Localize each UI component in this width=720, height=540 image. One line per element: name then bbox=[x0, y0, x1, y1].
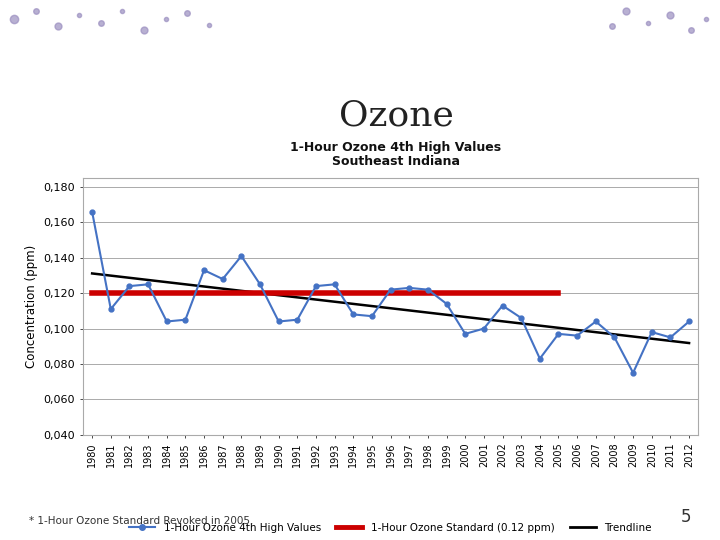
Y-axis label: Concentration (ppm): Concentration (ppm) bbox=[25, 245, 38, 368]
Text: Southeast Indiana: Southeast Indiana bbox=[332, 156, 460, 168]
Text: Air: Air bbox=[146, 82, 171, 97]
Text: Ozone: Ozone bbox=[338, 98, 454, 132]
Legend: 1-Hour Ozone 4th High Values, 1-Hour Ozone Standard (0.12 ppm), Trendline: 1-Hour Ozone 4th High Values, 1-Hour Ozo… bbox=[125, 519, 656, 537]
Text: 1-Hour Ozone 4th High Values: 1-Hour Ozone 4th High Values bbox=[290, 141, 502, 154]
Text: We Protect Hoosiers and Our Environment: We Protect Hoosiers and Our Environment bbox=[141, 49, 406, 59]
Text: * 1-Hour Ozone Standard Revoked in 2005.: * 1-Hour Ozone Standard Revoked in 2005. bbox=[29, 516, 253, 526]
Text: 5: 5 bbox=[680, 509, 691, 526]
